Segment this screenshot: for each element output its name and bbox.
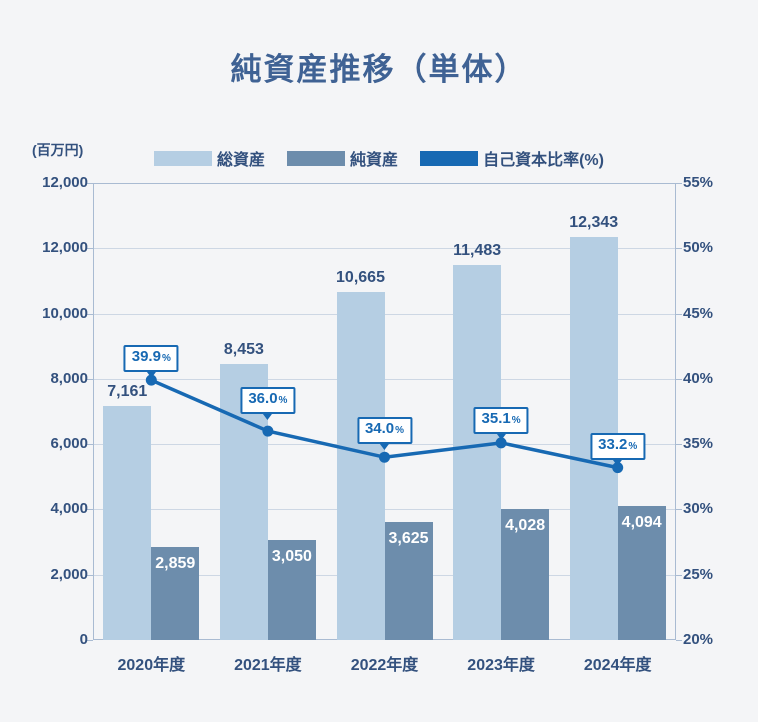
gridline — [93, 509, 676, 511]
y-axis-label-right: 55% — [683, 174, 714, 191]
y-axis-label-left: 8,000 — [50, 369, 88, 387]
left-axis-tick — [87, 378, 93, 380]
callout-pointer — [378, 442, 391, 451]
y-axis-label-left: 10,000 — [42, 304, 88, 322]
percent-sign: % — [161, 353, 171, 365]
right-axis-tick — [676, 444, 682, 446]
gridline — [93, 313, 676, 315]
percent-sign: % — [628, 440, 638, 452]
bar-net-assets — [501, 508, 550, 640]
y-axis-label-right: 35% — [683, 435, 714, 453]
left-axis-tick — [87, 248, 93, 250]
right-axis-tick — [676, 509, 682, 511]
legend-swatch-total-assets — [154, 150, 213, 166]
left-axis-tick — [87, 444, 93, 446]
total-assets-value-label: 10,665 — [336, 268, 385, 286]
callout-pointer — [145, 370, 158, 379]
legend-label-total-assets: 総資産 — [217, 152, 266, 169]
legend-item-equity-ratio: 自己資本比率(%) — [420, 146, 604, 170]
right-axis-tick — [676, 313, 682, 315]
x-axis-label: 2021年度 — [234, 657, 302, 674]
left-axis-tick — [87, 509, 93, 511]
equity-ratio-callout: 39.9% — [123, 345, 179, 379]
equity-ratio-callout: 33.2% — [590, 432, 646, 466]
right-axis-tick — [676, 640, 682, 641]
gridline — [93, 248, 676, 250]
y-axis-label-left: 0 — [79, 631, 88, 648]
percent-sign: % — [395, 425, 405, 437]
y-axis-label-left: 2,000 — [50, 565, 88, 583]
callout-pointer — [611, 457, 624, 466]
equity-ratio-value: 35.1 — [481, 409, 511, 427]
callout-pointer — [261, 412, 274, 421]
total-assets-value-label: 11,483 — [453, 242, 502, 260]
right-axis-tick — [676, 183, 682, 184]
equity-ratio-value: 36.0 — [248, 390, 278, 408]
net-assets-value-label: 4,094 — [621, 514, 662, 532]
x-axis-label: 2024年度 — [583, 657, 652, 674]
bar-total-assets — [336, 291, 385, 640]
total-assets-value-label: 12,343 — [569, 214, 619, 232]
equity-ratio-value: 39.9 — [131, 348, 161, 366]
left-axis-unit-label: (百万円) — [32, 142, 84, 158]
x-axis-label: 2023年度 — [467, 657, 535, 674]
legend-item-net-assets: 純資産 — [287, 146, 398, 170]
net-assets-value-label: 2,859 — [155, 554, 196, 572]
left-axis-tick — [87, 183, 93, 184]
net-assets-value-label: 4,028 — [505, 516, 546, 534]
bar-net-assets — [151, 546, 200, 640]
y-axis-label-right: 50% — [683, 239, 714, 257]
chart-title: 純資産推移（単体） — [230, 52, 528, 87]
y-axis-label-left: 12,000 — [42, 239, 88, 257]
y-axis-label-right: 30% — [683, 500, 714, 518]
equity-ratio-value: 34.0 — [364, 420, 395, 438]
bar-total-assets — [103, 406, 152, 640]
left-axis-tick — [87, 313, 93, 315]
legend: 総資産 純資産 自己資本比率(%) — [0, 146, 758, 170]
right-axis-tick — [676, 248, 682, 250]
legend-item-total-assets: 総資産 — [154, 146, 265, 170]
percent-sign: % — [278, 395, 288, 407]
total-assets-value-label: 8,453 — [223, 341, 264, 359]
right-axis-tick — [676, 378, 682, 380]
left-axis-tick — [87, 574, 93, 576]
y-axis-label-left: 6,000 — [50, 435, 88, 453]
y-axis-label-right: 40% — [683, 369, 714, 387]
net-assets-value-label: 3,625 — [388, 529, 429, 547]
x-axis-label: 2020年度 — [117, 657, 186, 674]
x-axis-label: 2022年度 — [350, 657, 419, 674]
y-axis-label-right: 45% — [683, 304, 714, 322]
bar-total-assets — [453, 265, 502, 640]
y-axis-label-left: 12,000 — [42, 174, 88, 191]
net-assets-value-label: 3,050 — [271, 548, 312, 566]
y-axis-label-right: 20% — [683, 631, 714, 648]
bar-net-assets — [384, 521, 433, 640]
legend-label-equity-ratio: 自己資本比率(%) — [483, 152, 604, 169]
callout-pointer — [495, 431, 508, 440]
legend-swatch-net-assets — [287, 150, 346, 166]
equity-ratio-callout: 36.0% — [240, 387, 296, 421]
percent-sign: % — [511, 414, 521, 426]
left-axis-tick — [87, 640, 93, 641]
total-assets-value-label: 7,161 — [107, 383, 148, 401]
y-axis-label-right: 25% — [683, 565, 714, 583]
legend-label-net-assets: 純資産 — [350, 152, 399, 169]
right-axis-tick — [676, 574, 682, 576]
y-axis-label-left: 4,000 — [50, 500, 88, 518]
bar-net-assets — [617, 506, 666, 640]
equity-ratio-callout: 35.1% — [473, 406, 529, 440]
bar-net-assets — [267, 540, 316, 640]
equity-ratio-callout: 34.0% — [356, 417, 413, 451]
legend-swatch-equity-ratio — [420, 150, 479, 166]
equity-ratio-value: 33.2 — [598, 435, 628, 453]
